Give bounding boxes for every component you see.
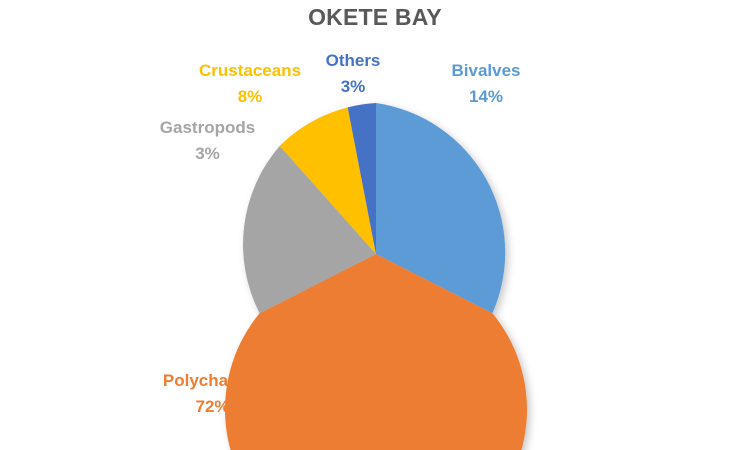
pie-slice-polychaetes[interactable] bbox=[225, 254, 527, 450]
pie-slice-crustaceans[interactable] bbox=[279, 107, 376, 254]
pie-slice-bivalves[interactable] bbox=[376, 103, 506, 314]
data-label-others: Others 3% bbox=[293, 48, 413, 101]
pie-slice-gastropods[interactable] bbox=[243, 145, 376, 314]
data-label-polychaetes-value: 72% bbox=[195, 397, 230, 417]
data-label-others-value: 3% bbox=[340, 77, 366, 97]
data-label-gastropods-name: Gastropods bbox=[159, 118, 256, 137]
data-label-others-name: Others bbox=[325, 51, 381, 70]
data-label-gastropods-value: 3% bbox=[195, 144, 220, 164]
data-label-crustaceans: Crustaceans 8% bbox=[180, 58, 320, 111]
data-label-bivalves: Bivalves 14% bbox=[421, 58, 551, 111]
data-label-polychaetes: Polychaetes 72% bbox=[140, 368, 285, 421]
data-label-gastropods: Gastropods 3% bbox=[140, 115, 275, 168]
chart-title: OKETE BAY bbox=[308, 4, 442, 30]
pie-slices-group bbox=[225, 103, 527, 450]
data-label-polychaetes-name: Polychaetes bbox=[162, 371, 263, 390]
data-label-bivalves-value: 14% bbox=[468, 87, 504, 107]
data-label-crustaceans-name: Crustaceans bbox=[198, 61, 302, 80]
pie-slice-others[interactable] bbox=[347, 103, 376, 254]
data-label-bivalves-name: Bivalves bbox=[451, 61, 521, 80]
data-label-crustaceans-value: 8% bbox=[237, 87, 263, 107]
